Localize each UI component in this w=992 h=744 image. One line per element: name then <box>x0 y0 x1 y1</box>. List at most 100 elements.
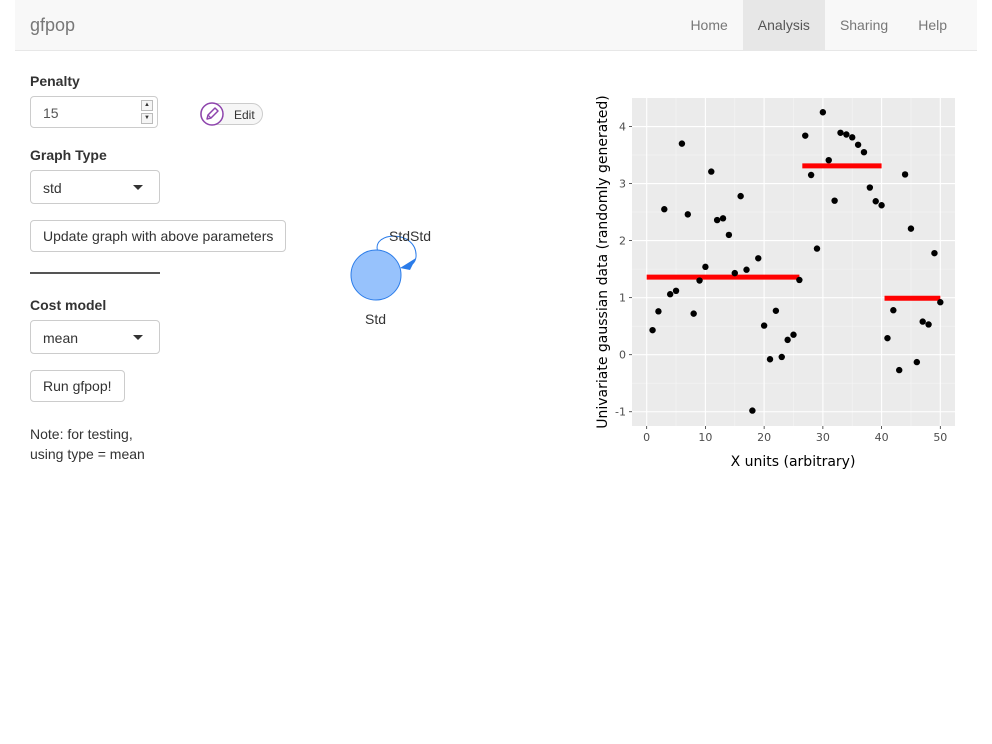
data-point <box>825 156 832 164</box>
data-point <box>831 197 838 204</box>
data-point <box>913 358 921 366</box>
spinner-up-icon[interactable]: ▲ <box>141 100 153 111</box>
edit-label: Edit <box>234 108 255 122</box>
graph-type-value: std <box>43 180 62 196</box>
data-point <box>708 168 715 175</box>
caret-down-icon <box>133 185 143 190</box>
data-points <box>649 109 944 414</box>
graph-type-label: Graph Type <box>30 147 107 163</box>
navbar: gfpop Home Analysis Sharing Help <box>15 0 977 51</box>
data-point <box>661 206 668 213</box>
y-axis-ticks: -1 0 1 2 3 4 <box>615 121 632 419</box>
data-point <box>702 263 709 271</box>
run-gfpop-button[interactable]: Run gfpop! <box>30 370 125 402</box>
data-point <box>901 171 909 178</box>
x-axis-label: X units (arbitrary) <box>731 454 856 470</box>
data-point <box>678 140 686 147</box>
nav-item-home[interactable]: Home <box>690 17 728 33</box>
penalty-input[interactable]: 15 ▲ ▼ <box>30 96 158 128</box>
data-point <box>672 287 680 295</box>
data-point <box>696 277 703 284</box>
penalty-label: Penalty <box>30 73 80 89</box>
data-point <box>919 318 926 325</box>
y-tick-label: 2 <box>619 235 626 248</box>
data-point <box>796 276 803 284</box>
cost-model-label: Cost model <box>30 297 107 313</box>
data-point <box>925 321 932 328</box>
y-tick-label: 1 <box>619 292 626 305</box>
data-point <box>725 231 733 239</box>
data-point <box>907 225 915 232</box>
y-tick-label: 4 <box>619 121 626 134</box>
cost-model-value: mean <box>43 330 79 346</box>
edit-button[interactable]: Edit <box>200 102 263 126</box>
data-point <box>772 307 780 314</box>
data-point <box>937 299 944 306</box>
data-point <box>778 353 785 361</box>
arrowhead-icon <box>400 258 416 270</box>
nav-item-sharing[interactable]: Sharing <box>839 17 889 33</box>
data-point <box>860 148 868 156</box>
nav-item-help[interactable]: Help <box>918 17 947 33</box>
segment-lines <box>646 163 941 301</box>
data-point <box>872 198 879 205</box>
data-point <box>755 255 762 262</box>
data-point <box>737 192 744 200</box>
data-point <box>713 216 721 224</box>
data-point <box>760 322 768 329</box>
brand[interactable]: gfpop <box>30 15 76 35</box>
data-point <box>790 331 797 338</box>
x-axis-ticks: 0 10 20 30 40 50 <box>643 426 947 444</box>
update-graph-button[interactable]: Update graph with above parameters <box>30 220 287 252</box>
data-point <box>890 307 897 314</box>
graph-type-select[interactable]: std <box>30 170 160 204</box>
x-tick-label: 50 <box>933 431 947 444</box>
data-point <box>854 141 862 148</box>
data-point <box>866 184 874 191</box>
nav-item-analysis[interactable]: Analysis <box>742 0 825 50</box>
data-point <box>766 356 774 363</box>
graph-node-std[interactable] <box>350 249 402 301</box>
divider <box>30 272 160 274</box>
graph-network[interactable]: StdStd Std <box>340 225 450 335</box>
data-point <box>931 249 938 257</box>
data-point <box>649 326 656 334</box>
data-point <box>684 211 691 218</box>
data-point <box>743 266 750 273</box>
data-point <box>878 202 885 209</box>
data-point <box>719 215 727 222</box>
caret-down-icon <box>133 335 143 340</box>
data-point <box>849 134 856 141</box>
node-label: Std <box>365 311 386 327</box>
data-point <box>813 245 821 252</box>
penalty-spinner[interactable]: ▲ ▼ <box>141 100 153 124</box>
pencil-icon <box>200 102 224 126</box>
note-line-2: using type = mean <box>30 446 145 462</box>
penalty-value: 15 <box>43 105 59 121</box>
data-point <box>837 129 844 136</box>
data-point <box>807 171 815 179</box>
x-tick-label: 0 <box>643 431 650 444</box>
edge-label: StdStd <box>389 228 431 244</box>
cost-model-select[interactable]: mean <box>30 320 160 354</box>
x-tick-label: 20 <box>757 431 771 444</box>
x-tick-label: 30 <box>816 431 830 444</box>
y-axis-label: Univariate gaussian data (randomly gener… <box>595 95 611 429</box>
data-point <box>749 407 756 414</box>
x-tick-label: 10 <box>698 431 712 444</box>
data-point <box>819 109 827 116</box>
y-tick-label: -1 <box>615 406 626 419</box>
data-point <box>655 308 662 315</box>
x-tick-label: 40 <box>875 431 889 444</box>
data-point <box>802 132 809 139</box>
data-point <box>843 131 850 138</box>
data-point <box>666 291 674 298</box>
spinner-down-icon[interactable]: ▼ <box>141 113 153 124</box>
data-point <box>784 336 791 344</box>
data-point <box>884 334 891 342</box>
grid-minor <box>632 98 955 426</box>
y-tick-label: 0 <box>619 349 626 362</box>
nav-menu: Home Analysis Sharing Help <box>675 0 962 50</box>
data-point <box>690 310 697 317</box>
